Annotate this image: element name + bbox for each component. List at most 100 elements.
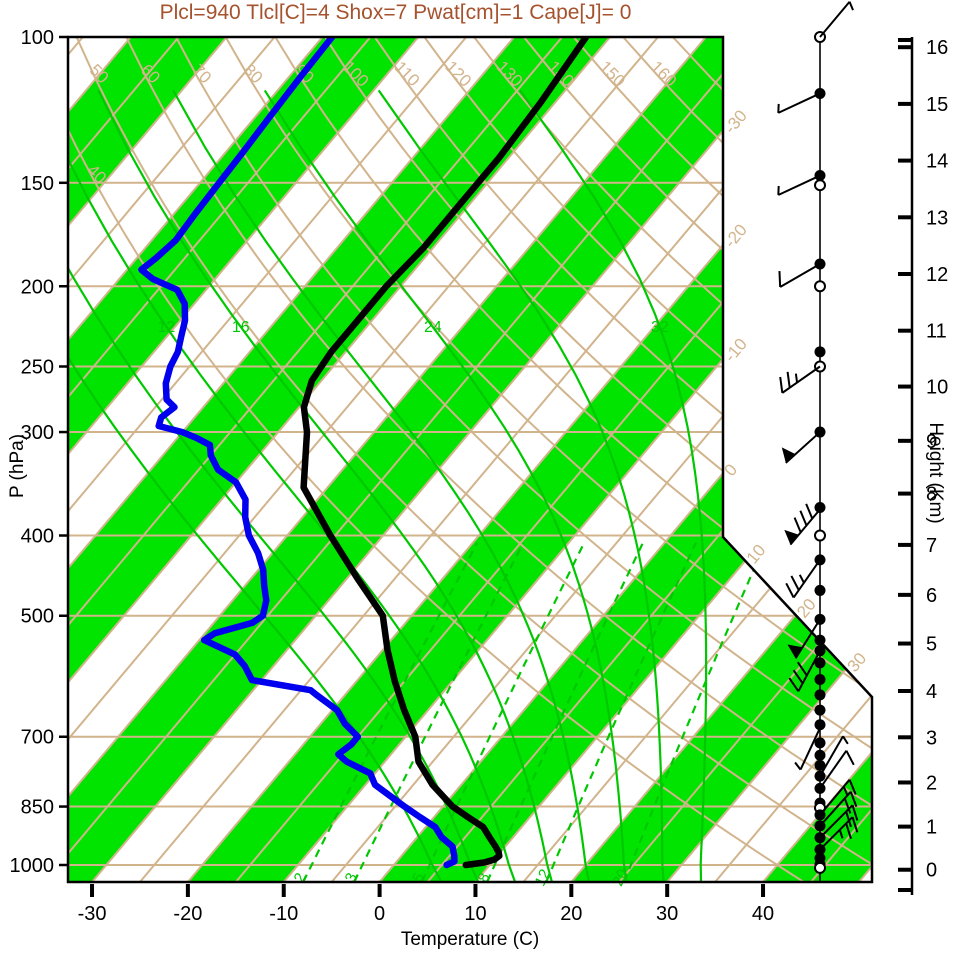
dry-adiabat-label: 120 [442, 57, 475, 90]
wind-barb-full [788, 677, 800, 692]
wind-barb-column [777, 1, 859, 882]
isotherm-edge-label: -10 [721, 335, 751, 366]
wind-barb-full [796, 661, 808, 676]
height-tick-label: 2 [926, 772, 937, 794]
isotherm-line [618, 37, 872, 882]
mixing-ratio-line [545, 542, 697, 882]
station-dot-open [814, 280, 826, 293]
height-tick-label: 6 [926, 585, 937, 607]
wind-barb-shaft [777, 92, 821, 114]
temperature-tick-label: 20 [560, 903, 582, 925]
wind-barb-shaft [799, 727, 821, 771]
mixing-ratio-label: 20 [609, 867, 631, 889]
wind-barb-shaft [792, 559, 821, 599]
wind-barb [784, 503, 821, 546]
wind-barb-half [794, 761, 802, 771]
height-tick-label: 12 [926, 264, 948, 286]
pressure-tick-label: 100 [21, 27, 54, 49]
isotherm-green-band [571, 37, 872, 882]
wind-barb-full [785, 582, 795, 598]
station-dot [814, 737, 826, 749]
isotherm-edge-label: -20 [721, 220, 751, 251]
wind-barb-full [778, 270, 782, 288]
station-dot [814, 689, 826, 701]
wind-barb [819, 804, 859, 839]
moist-adiabat-label: 12 [158, 319, 176, 336]
isotherm-line [570, 37, 872, 882]
wind-barb-full [851, 804, 859, 821]
wind-barb-shaft [777, 174, 821, 196]
dry-adiabat-line [75, 37, 872, 882]
isotherm-line [68, 37, 516, 882]
wind-barb [781, 431, 821, 464]
wind-barb-flag [784, 529, 799, 545]
wind-barb-full [845, 811, 852, 828]
wind-barb-full [851, 816, 859, 833]
wind-barb-shaft [819, 804, 854, 839]
moist-adiabat-line [68, 89, 517, 882]
station-dot-open [814, 179, 826, 192]
isotherm-line [68, 37, 468, 882]
pressure-tick-label: 150 [21, 173, 54, 195]
dry-adiabat-line [175, 37, 872, 882]
station-dot [814, 501, 826, 513]
moist-adiabat-label: 32 [651, 319, 669, 336]
isotherm-line [68, 37, 372, 882]
height-tick-label: 14 [926, 151, 948, 173]
pressure-tick-label: 300 [21, 422, 54, 444]
moist-adiabat-label: 16 [232, 319, 250, 336]
temperature-tick-label: -30 [78, 903, 107, 925]
mixing-ratio-label: 12 [532, 867, 554, 889]
isotherm-edge-label: -30 [721, 106, 751, 137]
dry-adiabat-label: 80 [240, 60, 267, 87]
wind-barb-shaft [819, 1, 851, 38]
dry-adiabat-line [274, 37, 872, 882]
wind-barb-half [794, 373, 799, 383]
isotherm-line [68, 37, 276, 882]
isotherm-line [68, 37, 755, 882]
wind-barb-full [849, 791, 858, 808]
wind-barb-shaft [797, 650, 821, 692]
height-tick-label: 16 [926, 37, 948, 59]
moist-adiabat-line [68, 89, 480, 882]
wind-barb [787, 618, 821, 659]
isotherm-line [666, 37, 872, 882]
isotherm-green-band [68, 37, 419, 882]
wind-barb-shaft [819, 791, 852, 827]
wind-barb [788, 650, 821, 692]
wind-barb-full [845, 750, 855, 766]
wind-barb [778, 263, 821, 288]
isotherm-line [714, 37, 872, 882]
temperature-curve [300, 37, 590, 869]
wind-barb-half [842, 786, 849, 796]
wind-barb-shaft [781, 365, 821, 394]
dry-adiabat-line [324, 37, 872, 882]
isotherm-line [68, 37, 611, 882]
wind-barb-flag [781, 447, 796, 463]
wind-barb [777, 174, 821, 196]
height-tick-label: 13 [926, 207, 948, 229]
wind-barb [785, 559, 821, 599]
temperature-tick-label: 10 [464, 903, 486, 925]
dry-adiabat-line [125, 37, 872, 882]
moist-adiabat-label: 24 [424, 319, 442, 336]
wind-barb-full [779, 376, 784, 394]
station-dot [814, 657, 826, 669]
wind-barb-full [792, 669, 804, 684]
pressure-tick-label: 400 [21, 526, 54, 548]
temperature-tick-label: 40 [752, 903, 774, 925]
isotherm-line [68, 37, 563, 882]
wind-barb-full [845, 823, 852, 839]
wind-barb [779, 365, 821, 394]
isotherm-line [91, 37, 803, 882]
station-dot [814, 719, 826, 731]
station-dot [814, 749, 826, 761]
pressure-tick-label: 200 [21, 276, 54, 298]
height-tick-label: 9 [926, 431, 937, 453]
wind-barb-flag [787, 644, 803, 659]
wind-barb-shaft [819, 750, 848, 789]
height-tick-label: 5 [926, 634, 937, 656]
moist-adiabat-line [172, 89, 591, 882]
